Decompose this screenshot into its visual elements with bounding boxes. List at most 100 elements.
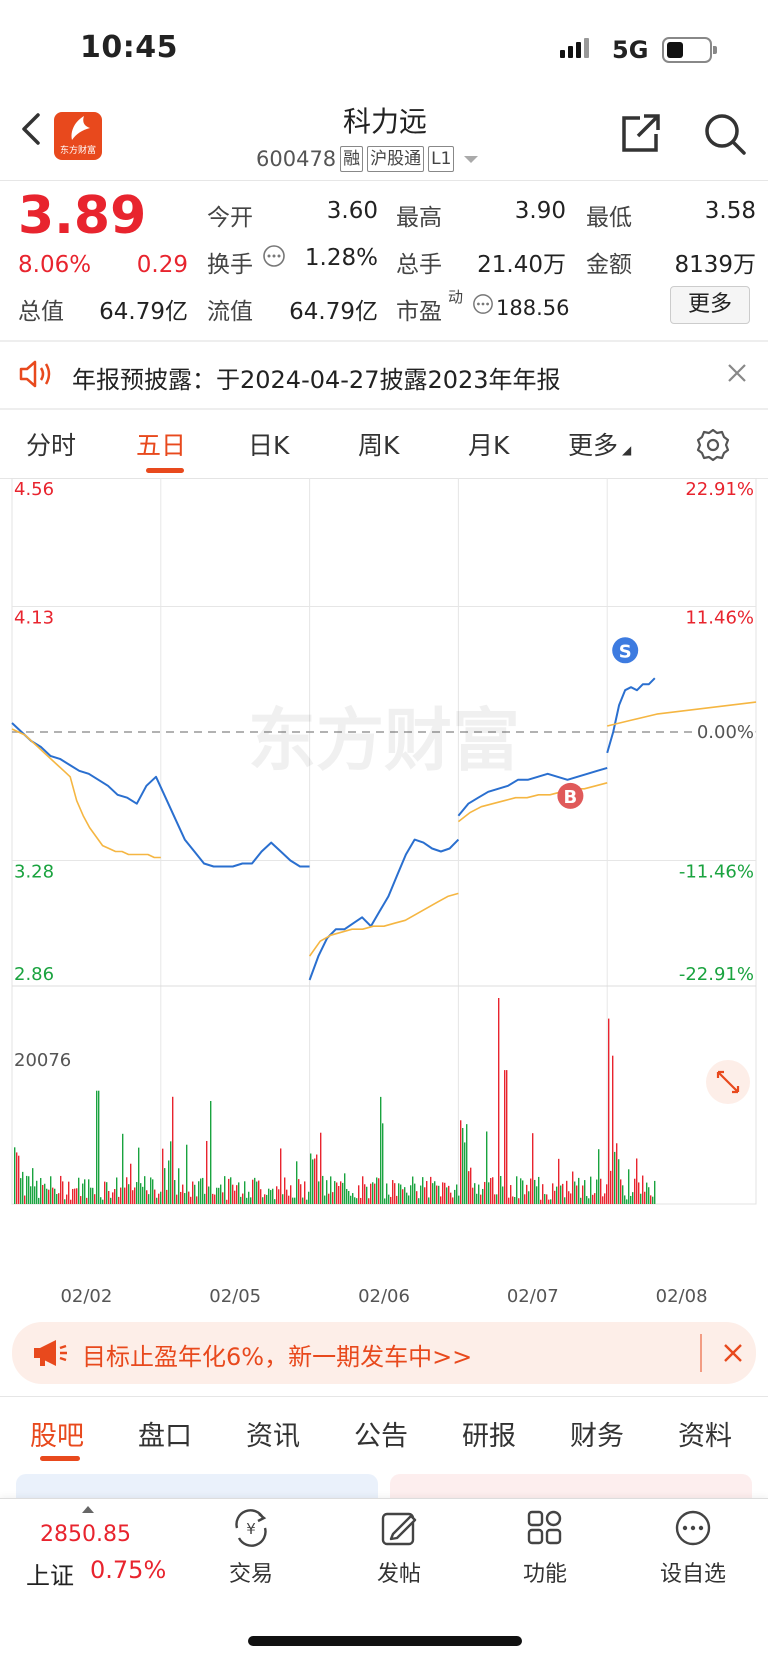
tab-news[interactable]: 资讯 — [246, 1421, 300, 1452]
volume-bar — [16, 1152, 18, 1204]
chart-border — [11, 478, 757, 1205]
high-label: 最高 — [396, 205, 442, 231]
share-icon[interactable] — [618, 112, 662, 160]
volume-bar — [86, 1197, 88, 1204]
tab-finance[interactable]: 财务 — [570, 1421, 624, 1452]
volume-bar — [548, 1199, 550, 1204]
volume-bar — [54, 1188, 56, 1204]
volume-bar — [104, 1181, 106, 1204]
tab-more[interactable]: 更多 ◢ — [568, 431, 632, 460]
trade-marker-s — [612, 637, 639, 664]
volume-bar — [248, 1191, 250, 1204]
volume-bar — [190, 1196, 192, 1204]
index-name[interactable]: 上证 — [26, 1562, 74, 1590]
turnover-label: 换手 — [207, 252, 253, 278]
volume-bar — [160, 1191, 162, 1204]
volume-bar — [118, 1196, 120, 1204]
x-tick: 02/06 — [358, 1286, 410, 1307]
volume-bar — [200, 1178, 202, 1204]
volume-bar — [540, 1199, 542, 1204]
pe-sup: 动 — [448, 288, 464, 306]
tab-weekly-k[interactable]: 周K — [358, 431, 400, 460]
more-button[interactable]: 更多 — [670, 286, 750, 324]
back-icon[interactable] — [16, 112, 46, 150]
y-right-tick: -22.91% — [679, 964, 754, 985]
tab-intraday[interactable]: 分时 — [26, 431, 77, 460]
volume-bar — [280, 1148, 282, 1204]
index-percent[interactable]: 0.75% — [90, 1556, 167, 1584]
volume-bar — [650, 1195, 652, 1204]
volume-bar — [402, 1189, 404, 1204]
volume-bar — [626, 1199, 628, 1204]
tab-orderbook[interactable]: 盘口 — [138, 1421, 192, 1452]
volume-bar — [284, 1177, 286, 1204]
volume-bar — [448, 1185, 450, 1204]
search-icon[interactable] — [703, 112, 747, 160]
volume-bar — [578, 1177, 580, 1204]
tab-five-day[interactable]: 五日 — [136, 431, 187, 460]
volume-bar — [340, 1181, 342, 1204]
volume-bar — [620, 1179, 622, 1204]
settings-icon[interactable] — [696, 428, 730, 466]
volume-bar — [298, 1179, 300, 1204]
volume-bar — [430, 1176, 432, 1204]
tab-monthly-k[interactable]: 月K — [468, 431, 510, 460]
volume-bar — [458, 1195, 460, 1204]
volume-bar — [470, 1167, 472, 1204]
tab-forum[interactable]: 股吧 — [30, 1421, 84, 1452]
volume-bar — [478, 1184, 480, 1204]
volume-bar — [152, 1179, 154, 1204]
index-up-arrow — [82, 1506, 94, 1513]
average-line — [308, 892, 459, 957]
volume-bar — [102, 1199, 104, 1204]
change-amount: 0.29 — [136, 252, 188, 278]
dropdown-icon[interactable] — [464, 155, 479, 163]
volume-bar — [36, 1180, 38, 1204]
tab-daily-k[interactable]: 日K — [248, 431, 290, 460]
five-day-chart[interactable]: 东方财富 SB 4.564.133.282.8622.91%11.46%0.00… — [0, 478, 768, 1308]
volume-bar — [440, 1196, 442, 1204]
tab-research[interactable]: 研报 — [462, 1421, 516, 1452]
volume-bar — [358, 1185, 360, 1204]
close-icon[interactable] — [726, 362, 748, 388]
info-icon[interactable] — [262, 244, 286, 272]
volume-bar — [162, 1148, 164, 1204]
add-watchlist-button[interactable]: 设自选 — [638, 1508, 748, 1588]
card-left[interactable] — [16, 1474, 378, 1498]
function-button[interactable]: 功能 — [490, 1508, 600, 1588]
volume-bar — [62, 1181, 64, 1204]
volume-bar — [426, 1181, 428, 1204]
volume-bar — [644, 1191, 646, 1204]
index-value[interactable]: 2850.85 — [40, 1522, 131, 1547]
volume-bar — [654, 1180, 656, 1204]
volume-bar — [634, 1178, 636, 1204]
trade-button[interactable]: ¥ 交易 — [196, 1508, 306, 1588]
volume-bar — [186, 1144, 188, 1204]
tab-profile[interactable]: 资料 — [678, 1421, 732, 1452]
tab-announcements[interactable]: 公告 — [354, 1421, 408, 1452]
volume-bar — [258, 1180, 260, 1204]
volume-bar — [144, 1176, 146, 1204]
volume-bar — [22, 1171, 24, 1204]
volume-bar — [550, 1199, 552, 1204]
chart-watermark: 东方财富 — [248, 703, 520, 779]
notice-bar[interactable]: 年报预披露：于2024-04-27披露2023年年报 — [0, 342, 768, 408]
axis-labels: 4.56 4.13 3.28 2.86 22.91% 11.46% 0.00% -11.46%… — [14, 479, 757, 1307]
volume-bar — [502, 1186, 504, 1204]
expand-icon[interactable] — [706, 1060, 750, 1104]
promo-banner[interactable]: 目标止盈年化6%，新一期发车中>> — [12, 1322, 756, 1384]
volume-bar — [270, 1190, 272, 1204]
volume-bar — [66, 1194, 68, 1204]
pe-info-icon[interactable] — [472, 293, 494, 319]
post-button[interactable]: 发帖 — [344, 1508, 454, 1588]
promo-close-icon[interactable] — [722, 1342, 744, 1368]
volume-bar — [194, 1184, 196, 1204]
svg-text:¥: ¥ — [246, 1520, 256, 1538]
volume-bar — [628, 1169, 630, 1204]
stock-code-row[interactable]: 600478 融 沪股通 L1 — [256, 146, 479, 172]
card-right[interactable] — [390, 1474, 752, 1498]
volume-bar — [618, 1159, 620, 1204]
price-line — [308, 838, 460, 981]
volume-bar — [342, 1182, 344, 1204]
volume-bars — [14, 998, 656, 1204]
